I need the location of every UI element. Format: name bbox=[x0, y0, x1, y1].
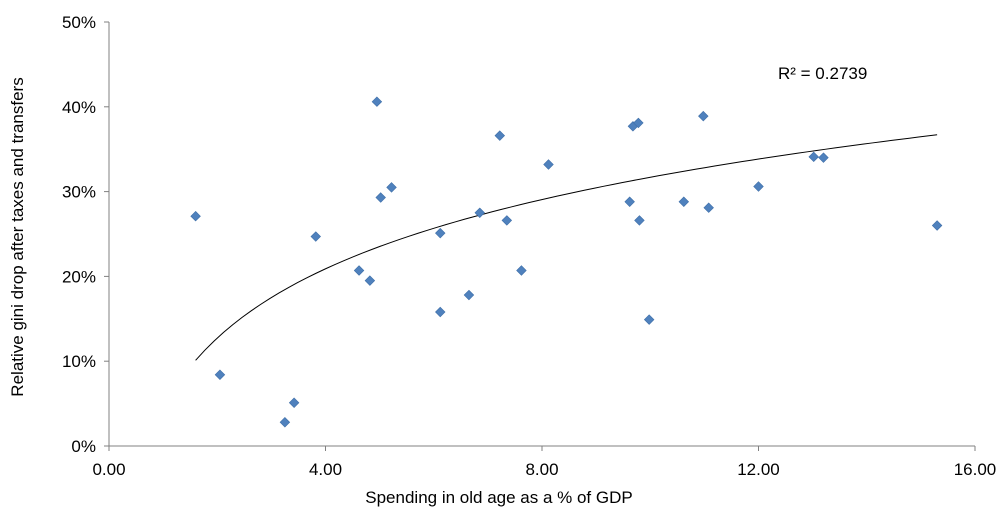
y-tick-label: 30% bbox=[62, 183, 96, 202]
data-point bbox=[624, 196, 635, 208]
data-point bbox=[678, 196, 690, 208]
data-point bbox=[808, 151, 819, 163]
data-point bbox=[214, 369, 226, 380]
y-tick-label: 40% bbox=[62, 98, 96, 117]
r-squared-annotation: R² = 0.2739 bbox=[778, 64, 867, 83]
y-axis-title: Relative gini drop after taxes and trans… bbox=[8, 77, 27, 396]
trendline bbox=[195, 134, 938, 361]
x-tick-label: 0.00 bbox=[92, 460, 125, 479]
x-tick-label: 4.00 bbox=[309, 460, 342, 479]
data-point bbox=[463, 289, 475, 301]
data-point bbox=[543, 159, 554, 170]
y-tick-label: 0% bbox=[71, 437, 96, 456]
data-point bbox=[386, 182, 397, 193]
data-point bbox=[516, 265, 527, 276]
y-tick-label: 50% bbox=[62, 13, 96, 32]
data-point bbox=[474, 207, 485, 219]
data-point bbox=[279, 417, 291, 428]
x-tick-label: 8.00 bbox=[525, 460, 558, 479]
data-point bbox=[931, 220, 943, 231]
axes bbox=[108, 22, 975, 447]
data-point bbox=[703, 202, 714, 213]
y-tick-labels: 0% 10% 20% 30% 40% 50% bbox=[62, 13, 96, 456]
y-tick-label: 20% bbox=[62, 267, 96, 286]
data-points bbox=[190, 96, 943, 428]
data-point bbox=[310, 231, 321, 242]
x-tick-label: 12.00 bbox=[737, 460, 780, 479]
data-point bbox=[634, 215, 645, 226]
data-point bbox=[371, 96, 383, 107]
x-tick-labels: 0.00 4.00 8.00 12.00 16.00 bbox=[92, 460, 996, 479]
data-point bbox=[501, 215, 513, 226]
data-point bbox=[353, 265, 365, 276]
data-point bbox=[753, 181, 764, 192]
data-point bbox=[643, 314, 655, 325]
data-point bbox=[190, 210, 201, 222]
data-point bbox=[375, 192, 386, 203]
data-point bbox=[435, 306, 446, 318]
data-point bbox=[494, 130, 506, 141]
data-point bbox=[435, 227, 446, 239]
y-tick-label: 10% bbox=[62, 352, 96, 371]
tick-marks bbox=[104, 21, 976, 451]
data-point bbox=[288, 397, 300, 408]
x-axis-title: Spending in old age as a % of GDP bbox=[365, 488, 632, 507]
data-point bbox=[633, 117, 644, 129]
data-point bbox=[698, 110, 709, 122]
data-point bbox=[364, 275, 376, 286]
data-point bbox=[818, 152, 829, 163]
x-tick-label: 16.00 bbox=[954, 460, 997, 479]
